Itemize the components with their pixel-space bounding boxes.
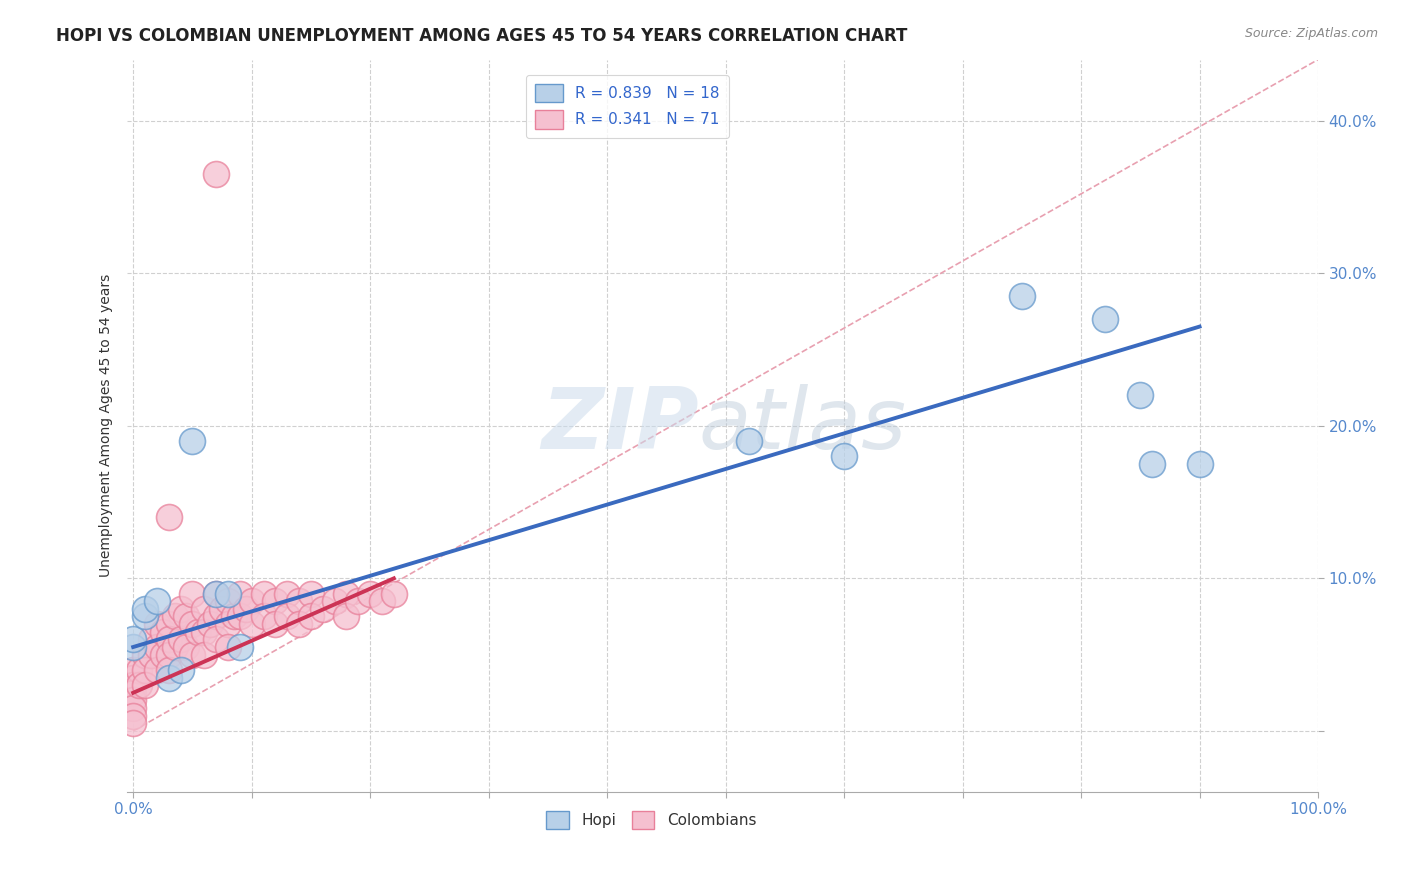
Point <box>229 586 252 600</box>
Point <box>382 586 405 600</box>
Point <box>288 594 311 608</box>
Text: atlas: atlas <box>699 384 907 467</box>
Point <box>152 624 174 639</box>
Point <box>347 594 370 608</box>
Point <box>832 450 855 464</box>
Point <box>181 617 204 632</box>
Point <box>157 648 180 662</box>
Point <box>139 632 162 647</box>
Point <box>122 671 145 685</box>
Point <box>371 594 394 608</box>
Point <box>157 632 180 647</box>
Point <box>169 632 191 647</box>
Point <box>312 602 335 616</box>
Point <box>217 617 239 632</box>
Point <box>264 594 287 608</box>
Point <box>229 640 252 654</box>
Point <box>169 663 191 677</box>
Point <box>128 663 150 677</box>
Point <box>157 510 180 524</box>
Point <box>335 586 357 600</box>
Point <box>240 617 263 632</box>
Point <box>122 678 145 692</box>
Point <box>264 617 287 632</box>
Point <box>122 640 145 654</box>
Point <box>146 594 169 608</box>
Text: Source: ZipAtlas.com: Source: ZipAtlas.com <box>1244 27 1378 40</box>
Point <box>157 663 180 677</box>
Point <box>738 434 761 448</box>
Point <box>134 678 156 692</box>
Point <box>163 609 186 624</box>
Point <box>205 167 228 181</box>
Point <box>128 678 150 692</box>
Point <box>181 586 204 600</box>
Point <box>288 617 311 632</box>
Point <box>193 624 215 639</box>
Point <box>181 434 204 448</box>
Point <box>252 586 274 600</box>
Point <box>240 594 263 608</box>
Point <box>176 609 198 624</box>
Point <box>1094 312 1116 326</box>
Point <box>157 617 180 632</box>
Point <box>122 686 145 700</box>
Point <box>276 609 298 624</box>
Point <box>157 671 180 685</box>
Point <box>1188 457 1211 471</box>
Point <box>122 693 145 707</box>
Point <box>122 708 145 723</box>
Point <box>229 609 252 624</box>
Point <box>146 640 169 654</box>
Point <box>193 602 215 616</box>
Point <box>235 602 257 616</box>
Point <box>217 594 239 608</box>
Point <box>205 632 228 647</box>
Point <box>169 602 191 616</box>
Point <box>134 663 156 677</box>
Point <box>163 640 186 654</box>
Point <box>205 586 228 600</box>
Point <box>205 609 228 624</box>
Point <box>1129 388 1152 402</box>
Point <box>252 609 274 624</box>
Point <box>152 648 174 662</box>
Point <box>1140 457 1163 471</box>
Point <box>122 716 145 731</box>
Point <box>205 586 228 600</box>
Point <box>146 617 169 632</box>
Point <box>122 701 145 715</box>
Point <box>211 602 233 616</box>
Point <box>176 640 198 654</box>
Legend: Hopi, Colombians: Hopi, Colombians <box>540 805 762 836</box>
Point <box>122 663 145 677</box>
Point <box>1011 289 1033 303</box>
Point <box>139 648 162 662</box>
Point <box>222 609 245 624</box>
Point <box>276 586 298 600</box>
Point <box>193 648 215 662</box>
Point <box>134 602 156 616</box>
Point <box>323 594 346 608</box>
Point <box>187 624 209 639</box>
Point <box>122 632 145 647</box>
Point <box>146 663 169 677</box>
Text: HOPI VS COLOMBIAN UNEMPLOYMENT AMONG AGES 45 TO 54 YEARS CORRELATION CHART: HOPI VS COLOMBIAN UNEMPLOYMENT AMONG AGE… <box>56 27 908 45</box>
Point <box>134 648 156 662</box>
Point <box>299 609 322 624</box>
Point <box>181 648 204 662</box>
Point <box>198 617 221 632</box>
Point <box>299 586 322 600</box>
Point <box>217 586 239 600</box>
Point <box>335 609 357 624</box>
Point <box>359 586 381 600</box>
Point <box>217 640 239 654</box>
Y-axis label: Unemployment Among Ages 45 to 54 years: Unemployment Among Ages 45 to 54 years <box>100 274 114 577</box>
Text: ZIP: ZIP <box>541 384 699 467</box>
Point <box>134 609 156 624</box>
